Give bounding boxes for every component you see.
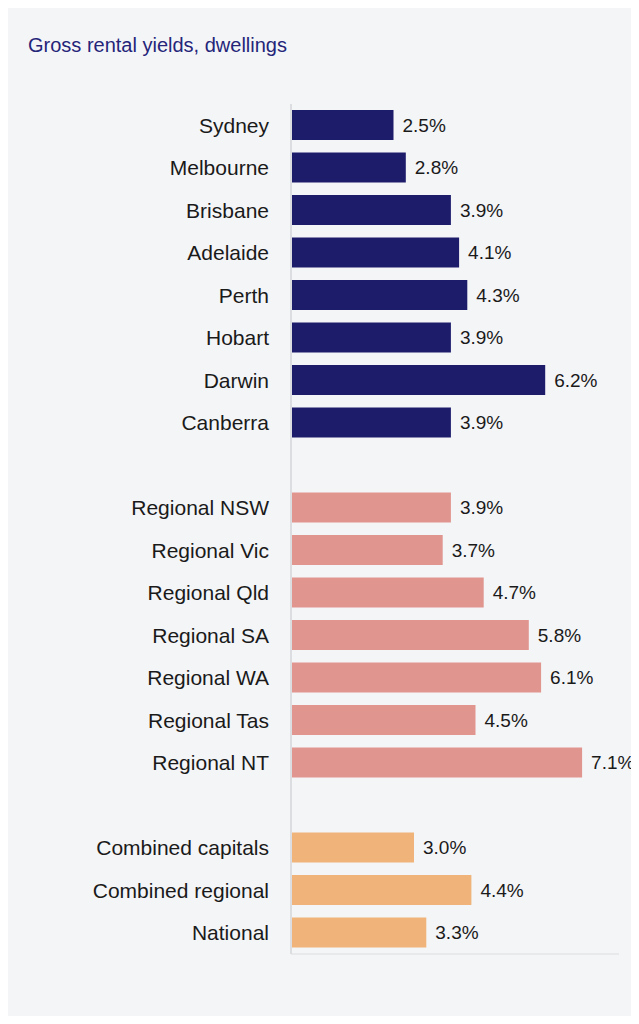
svg-text:7.1%: 7.1%: [591, 752, 631, 773]
svg-text:5.8%: 5.8%: [538, 625, 581, 646]
svg-text:Melbourne: Melbourne: [170, 156, 269, 179]
svg-text:Regional WA: Regional WA: [147, 666, 269, 689]
svg-text:4.7%: 4.7%: [493, 582, 536, 603]
svg-text:Perth: Perth: [219, 284, 269, 307]
svg-text:3.3%: 3.3%: [435, 922, 478, 943]
svg-text:Regional Tas: Regional Tas: [148, 709, 269, 732]
svg-text:3.9%: 3.9%: [460, 497, 503, 518]
svg-text:2.5%: 2.5%: [403, 115, 446, 136]
svg-text:Canberra: Canberra: [181, 411, 269, 434]
svg-text:Combined regional: Combined regional: [93, 879, 269, 902]
svg-text:3.7%: 3.7%: [452, 540, 495, 561]
svg-text:Hobart: Hobart: [206, 326, 269, 349]
svg-text:3.0%: 3.0%: [423, 837, 466, 858]
svg-text:Regional SA: Regional SA: [152, 624, 269, 647]
svg-text:4.3%: 4.3%: [476, 285, 519, 306]
svg-text:Sydney: Sydney: [199, 114, 270, 137]
svg-text:3.9%: 3.9%: [460, 327, 503, 348]
svg-text:Regional Qld: Regional Qld: [148, 581, 269, 604]
svg-text:4.4%: 4.4%: [480, 880, 523, 901]
svg-text:3.9%: 3.9%: [460, 412, 503, 433]
svg-text:Brisbane: Brisbane: [186, 199, 269, 222]
svg-text:6.2%: 6.2%: [554, 370, 597, 391]
svg-text:Regional Vic: Regional Vic: [151, 539, 269, 562]
svg-text:Darwin: Darwin: [204, 369, 269, 392]
svg-text:3.9%: 3.9%: [460, 200, 503, 221]
svg-text:4.1%: 4.1%: [468, 242, 511, 263]
svg-text:4.5%: 4.5%: [485, 710, 528, 731]
svg-text:6.1%: 6.1%: [550, 667, 593, 688]
html-text:Gross rental yields, dwellings: Gross rental yields, dwellings: [28, 34, 287, 56]
svg-text:Combined capitals: Combined capitals: [96, 836, 269, 859]
svg-text:National: National: [192, 921, 269, 944]
svg-text:2.8%: 2.8%: [415, 157, 458, 178]
svg-text:Regional NSW: Regional NSW: [131, 496, 269, 519]
svg-text:Adelaide: Adelaide: [187, 241, 269, 264]
svg-text:Regional NT: Regional NT: [152, 751, 269, 774]
